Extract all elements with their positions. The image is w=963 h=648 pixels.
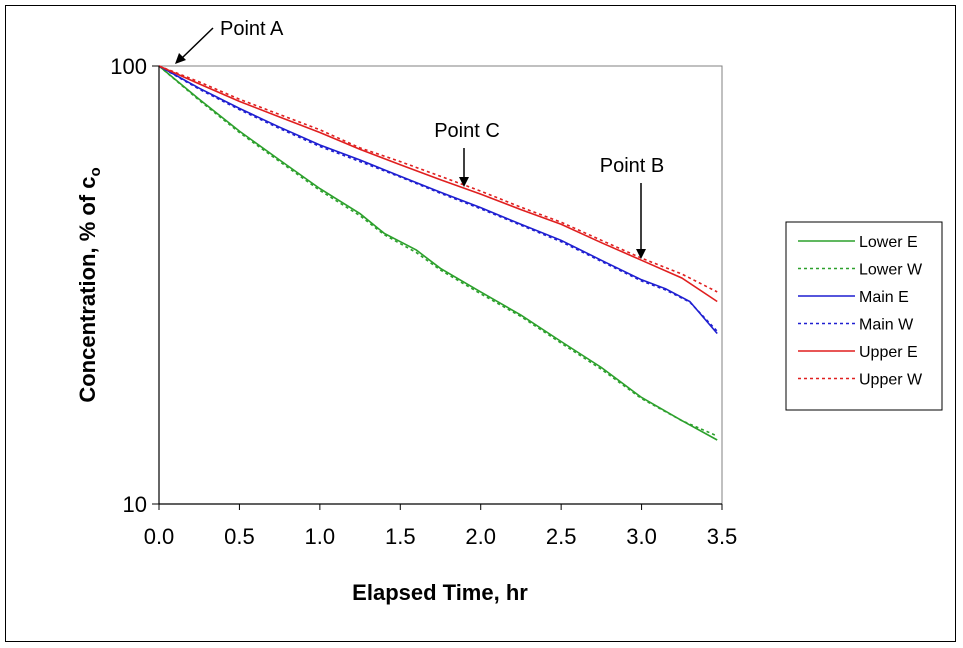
series-line-lower-e	[158, 65, 718, 441]
y-tick-label: 100	[110, 54, 147, 79]
y-axis-title: Concentration, % of co	[75, 167, 104, 402]
annotation-point-c: Point C	[434, 120, 500, 142]
series-line-main-w	[158, 65, 718, 332]
series-line-main-e	[158, 65, 718, 335]
annotation-point-c-arrowhead	[459, 177, 469, 187]
series-line-upper-e	[158, 65, 718, 303]
series-line-upper-w	[158, 65, 718, 293]
x-tick-label: 3.5	[707, 524, 738, 549]
annotation-point-b-arrowhead	[636, 249, 646, 259]
x-tick-label: 2.0	[465, 524, 496, 549]
annotation-point-b: Point B	[600, 155, 664, 177]
legend-label: Upper E	[859, 344, 918, 361]
y-axis-title-subscript: o	[87, 167, 104, 176]
x-tick-label: 3.0	[626, 524, 657, 549]
legend-label: Main W	[859, 317, 914, 334]
x-tick-label: 1.0	[305, 524, 336, 549]
legend-label: Lower E	[859, 234, 918, 251]
x-tick-label: 0.0	[144, 524, 175, 549]
legend-label: Main E	[859, 289, 909, 306]
annotation-point-a-arrow	[181, 27, 214, 59]
x-tick-label: 1.5	[385, 524, 416, 549]
y-tick-label: 10	[123, 492, 147, 517]
annotation-point-a: Point A	[220, 18, 284, 40]
x-axis-title: Elapsed Time, hr	[352, 580, 528, 605]
legend-label: Upper W	[859, 372, 923, 389]
axis-layer: 0.0 0.5 1.0 1.5 2.0 2.5 3.0 3.5 10 100	[110, 54, 737, 549]
legend-layer: Lower E Lower W Main E Main W Upper E Upper W	[798, 234, 923, 389]
x-tick-label: 2.5	[546, 524, 577, 549]
series-layer	[158, 65, 718, 441]
plot-area	[158, 65, 723, 505]
x-tick-label: 0.5	[224, 524, 255, 549]
legend-label: Lower W	[859, 262, 923, 279]
y-axis-title-main: Concentration, % of c	[75, 177, 100, 403]
annotation-point-a-arrowhead	[175, 53, 186, 64]
